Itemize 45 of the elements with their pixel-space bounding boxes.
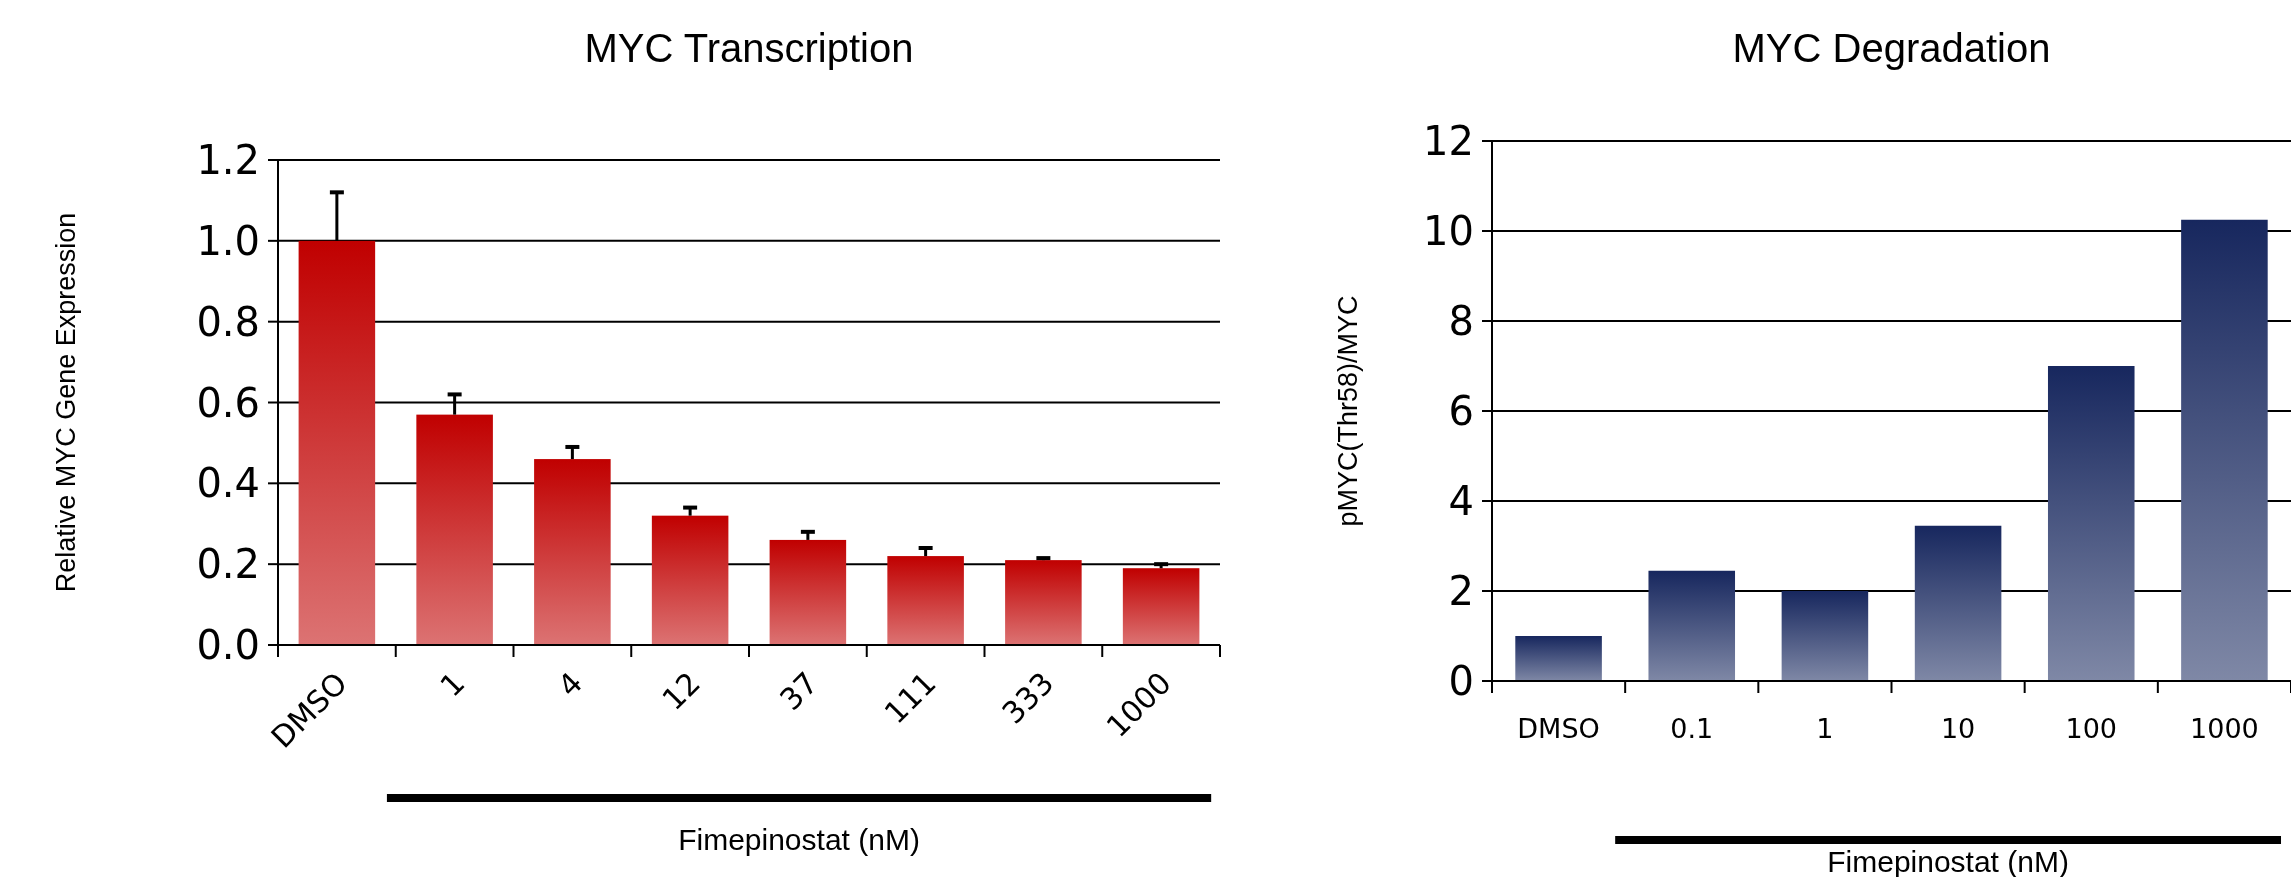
y-tick-label: 6 [1448,388,1474,434]
bar [1122,568,1200,645]
bar [2047,366,2135,681]
x-tick-label: 4 [551,665,590,704]
bar [887,556,964,645]
y-tick-label: 0 [1448,658,1474,704]
x-tick-label: 1000 [2190,713,2259,744]
y-tick-label: 4 [1448,478,1474,524]
chart-title: MYC Transcription [584,26,914,70]
bar [2181,219,2268,681]
bar [769,539,847,645]
y-tick-label: 0.8 [196,298,260,345]
x-tick-label: 10 [1940,713,1976,744]
x-tick-label: 0.1 [1670,713,1714,744]
x-tick-label: 1 [1816,713,1834,744]
y-tick-label: 0.6 [196,379,260,426]
y-tick-label: 8 [1448,298,1474,344]
y-tick-label: 0.2 [196,541,260,588]
y-axis-title: pMYC(Thr58)/MYC [1333,295,1363,527]
x-tick-label: 1 [433,665,472,704]
x-tick-label: 12 [655,665,708,717]
bar [1648,570,1736,681]
bar [1005,560,1082,645]
y-tick-label: 0.0 [196,622,260,668]
bar [651,515,729,645]
bar [416,414,493,645]
bar [298,240,376,645]
x-tick-label: DMSO [1517,713,1600,744]
y-tick-label: 12 [1423,118,1474,164]
x-tick-label: 111 [877,665,943,731]
y-axis-title: Relative MYC Gene Expression [51,212,81,593]
x-tick-label: 333 [995,665,1061,731]
y-tick-label: 1.2 [196,137,260,183]
x-axis-title: Fimepinostat (nM) [678,823,920,856]
y-tick-label: 0.4 [196,460,260,507]
chart-title: MYC Degradation [1732,26,2051,70]
y-tick-label: 1.0 [196,217,260,264]
x-tick-label: 37 [773,665,825,717]
bar [1515,636,1602,681]
bar [534,459,611,645]
y-tick-label: 10 [1423,208,1474,254]
y-tick-label: 2 [1448,568,1474,614]
x-tick-label: 100 [2065,713,2118,744]
bar [1781,591,1869,681]
bar [1914,525,2002,681]
